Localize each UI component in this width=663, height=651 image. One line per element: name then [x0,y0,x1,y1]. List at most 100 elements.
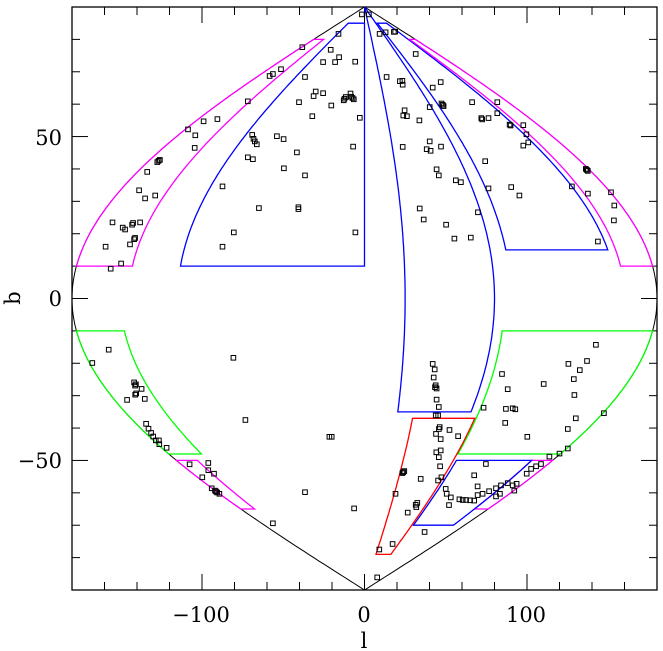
data-point [556,450,563,457]
data-point [281,165,287,172]
data-point [608,189,614,196]
data-point [516,192,523,199]
data-point [438,143,444,150]
data-point [133,390,139,397]
survey-region [75,38,326,267]
data-point [571,376,577,382]
data-point [438,474,445,481]
data-point [389,541,396,547]
data-point [412,502,419,508]
data-point [513,481,520,487]
data-point [412,51,419,57]
data-point [430,374,437,381]
data-point [155,158,162,164]
data-point [400,469,407,475]
data-point [451,235,458,242]
data-point [498,482,504,489]
data-point [392,28,398,35]
data-point [299,44,306,51]
data-point [429,84,436,91]
data-point [205,460,212,466]
data-point [524,434,531,440]
axis-ticks [72,7,657,590]
data-point [401,468,408,474]
data-point [352,229,359,236]
data-point [294,149,300,156]
data-point [250,156,256,162]
data-point [153,437,159,444]
data-point [199,474,206,481]
data-point [205,467,212,473]
data-point [431,366,438,373]
data-point [416,117,423,124]
data-point [254,141,260,148]
data-point [432,412,439,419]
data-point [245,98,251,105]
data-point [426,138,433,145]
data-point [443,221,449,228]
data-point [504,386,511,392]
data-point [453,177,459,184]
data-point [256,205,262,211]
data-point [423,146,430,152]
data-point [471,497,477,504]
data-point [459,497,466,503]
y-tick-label: 0 [49,287,62,311]
survey-region [375,417,476,556]
data-point [152,192,158,199]
data-point [455,433,461,439]
survey-region [179,22,366,267]
data-point [320,90,326,97]
data-point [340,97,347,104]
data-point [132,382,138,389]
data-point [143,421,149,427]
x-tick-label: 100 [506,603,546,627]
data-point [446,502,452,508]
data-point [520,122,527,129]
data-point [467,497,473,504]
data-point [131,236,137,242]
data-point [309,113,316,120]
data-point [302,74,308,80]
data-point [163,445,170,451]
data-point [376,546,383,553]
data-point [376,31,383,37]
data-point [436,172,442,179]
data-point [142,396,148,402]
data-point [571,392,578,398]
data-point [404,113,410,120]
data-point [312,88,319,95]
data-point [506,121,513,128]
data-point [157,157,163,163]
data-point [400,112,407,119]
data-point [433,385,440,392]
data-point [611,202,618,209]
data-point [142,195,148,202]
data-point [417,476,424,482]
data-point [440,103,447,109]
data-point [242,417,249,423]
data-point [468,234,474,241]
data-point [432,384,438,390]
data-point [191,145,198,151]
data-point [421,529,428,535]
data-point [503,406,509,412]
data-point [392,491,399,497]
data-point [442,486,449,492]
data-point [278,66,284,73]
data-point [350,143,356,150]
data-point [474,492,481,498]
data-point [426,104,433,110]
data-point [448,494,454,501]
data-point [186,461,193,468]
data-point [270,520,276,527]
data-point [458,179,464,185]
data-point [185,126,191,133]
data-point [327,47,334,53]
data-point [341,95,348,102]
data-point [611,217,617,224]
data-point [102,243,109,250]
data-point [601,410,607,416]
data-point [109,219,116,226]
